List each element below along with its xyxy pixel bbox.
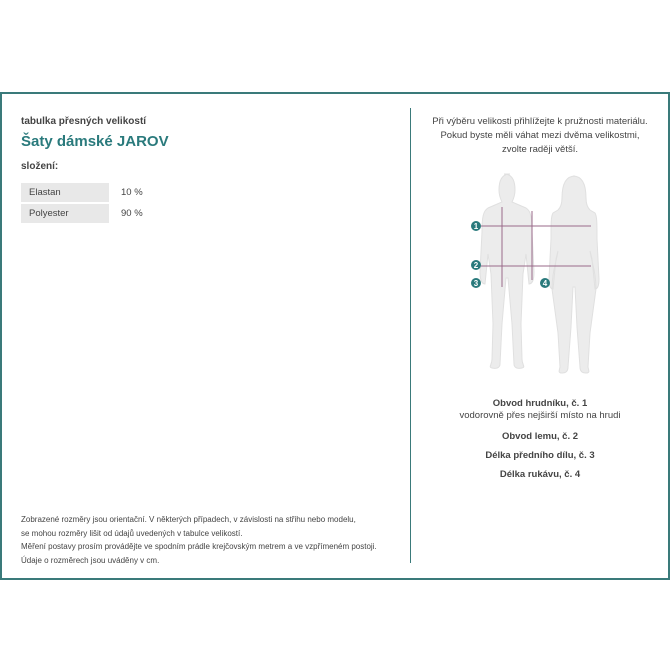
marker-2-label: 2: [474, 261, 479, 270]
size-chart-frame: [0, 92, 670, 580]
male-silhouette: [479, 173, 535, 369]
legend-title: Obvod hrudníku, č. 1: [492, 398, 588, 409]
legend-title: Obvod lemu, č. 2: [501, 431, 579, 442]
subtitle: tabulka přesných velikostí: [21, 116, 147, 127]
note-line: Při výběru velikosti přihlížejte k pružn…: [432, 116, 648, 127]
body-measurement-figure: 1 2 3 4: [471, 173, 600, 374]
footer-line: Údaje o rozměrech jsou uváděny v cm.: [21, 555, 160, 565]
legend-title: Délka rukávu, č. 4: [499, 469, 581, 480]
note-line: zvolte raději větší.: [501, 144, 579, 155]
percent: 90 %: [121, 208, 143, 219]
marker-3-label: 3: [474, 279, 479, 288]
marker-4-icon: [540, 278, 550, 288]
material: Elastan: [21, 183, 109, 202]
marker-1-label: 1: [474, 222, 479, 231]
footer-line: se mohou rozměry lišit od údajů uvedenýc…: [21, 528, 243, 538]
female-silhouette: [548, 175, 600, 374]
marker-1-icon: [471, 221, 481, 231]
table-row: Elastan 10 %: [21, 183, 155, 202]
legend-title: Délka předního dílu, č. 3: [485, 450, 595, 461]
note-line: Pokud byste měli váhat mezi dvěma veliko…: [440, 130, 640, 141]
composition-label: složení:: [21, 161, 59, 172]
divider: [410, 108, 411, 563]
size-note: Při výběru velikosti přihlížejte k pružn…: [415, 115, 665, 157]
page-title: Šaty dámské JAROV: [21, 133, 169, 150]
marker-2-icon: [471, 260, 481, 270]
footer-line: Měření postavy prosím provádějte ve spod…: [21, 542, 377, 551]
marker-4-label: 4: [543, 279, 548, 288]
percent: 10 %: [121, 187, 143, 198]
measurement-legend: Obvod hrudníku, č. 1 vodorovně přes nejš…: [415, 392, 665, 480]
material: Polyester: [21, 204, 109, 223]
marker-3-icon: [471, 278, 481, 288]
footer-notes: Zobrazené rozměry jsou orientační. V něk…: [21, 513, 377, 567]
table-row: Polyester 90 %: [21, 204, 155, 223]
footer-line: Zobrazené rozměry jsou orientační. V něk…: [21, 515, 356, 524]
composition-table: Elastan 10 % Polyester 90 %: [21, 181, 155, 225]
legend-desc: vodorovně přes nejširší místo na hrudi: [459, 410, 621, 421]
